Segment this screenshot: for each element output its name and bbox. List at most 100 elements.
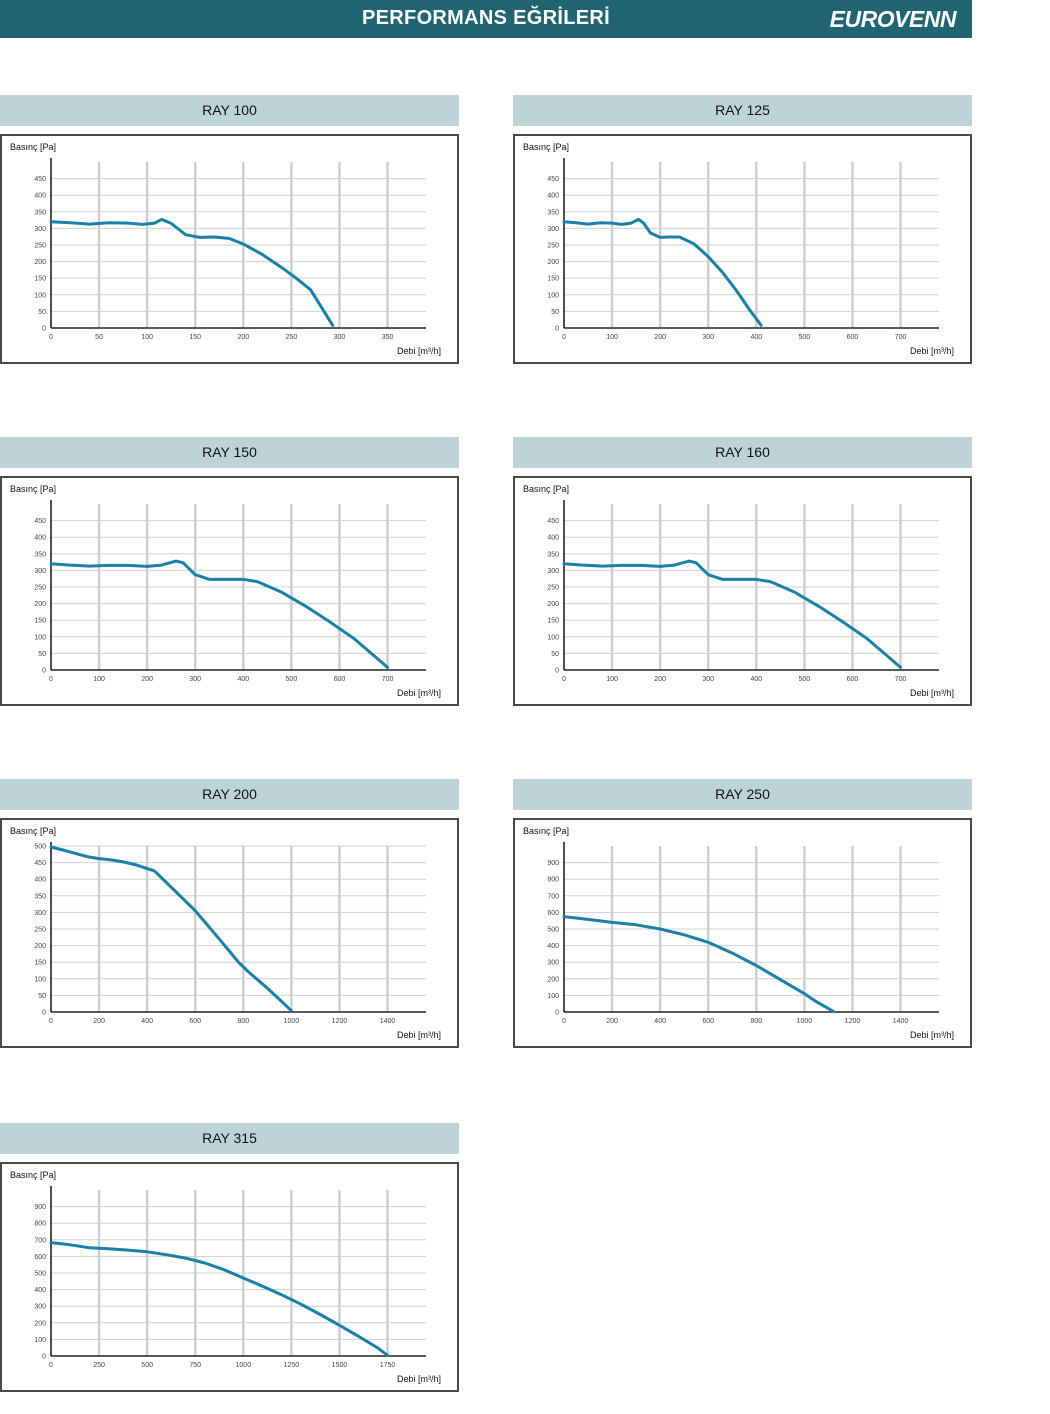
- x-axis-label: Debi [m³/h]: [396, 1374, 441, 1384]
- y-tick-label: 200: [547, 601, 559, 608]
- y-tick-label: 150: [547, 618, 559, 625]
- x-tick-label: 500: [799, 334, 811, 341]
- y-tick-label: 250: [34, 243, 46, 250]
- eurovenn-logo: EUROVENN: [829, 6, 957, 32]
- x-tick-label: 350: [382, 334, 394, 341]
- y-tick-label: 50: [38, 993, 46, 1000]
- y-tick-label: 0: [42, 668, 46, 675]
- y-tick-label: 150: [547, 276, 559, 283]
- x-tick-label: 400: [750, 676, 762, 683]
- y-tick-label: 100: [547, 993, 559, 1000]
- y-tick-label: 250: [547, 585, 559, 592]
- y-tick-label: 250: [34, 585, 46, 592]
- x-tick-label: 0: [562, 1018, 566, 1025]
- y-tick-label: 350: [547, 551, 559, 558]
- x-tick-label: 600: [847, 334, 859, 341]
- x-tick-label: 300: [702, 676, 714, 683]
- x-tick-label: 500: [799, 676, 811, 683]
- x-axis-label: Debi [m³/h]: [396, 1030, 441, 1040]
- x-tick-label: 1500: [332, 1362, 348, 1369]
- x-tick-label: 0: [49, 334, 53, 341]
- x-tick-label: 200: [141, 676, 153, 683]
- performance-chart: 0 100 200 300 400 500 600 700 800 900 0 250 500 750 10…: [34, 1186, 426, 1369]
- chart-panel-ray-160: RAY 160 Basınç [Pa] 0 50 100 150 200 250 300 35…: [513, 437, 972, 706]
- y-tick-label: 400: [34, 193, 46, 200]
- y-tick-label: 100: [34, 634, 46, 641]
- y-tick-label: 350: [34, 893, 46, 900]
- chart-frame: Basınç [Pa] 0 100 200 300 400 500 600 700 800 900…: [513, 818, 972, 1048]
- y-tick-label: 700: [34, 1237, 46, 1244]
- y-tick-label: 300: [34, 226, 46, 233]
- x-tick-label: 100: [93, 676, 105, 683]
- y-tick-label: 200: [34, 943, 46, 950]
- y-tick-label: 450: [34, 518, 46, 525]
- y-tick-label: 300: [547, 960, 559, 967]
- y-tick-label: 200: [547, 259, 559, 266]
- chart-frame: Basınç [Pa] 0 50 100 150 200 250 300 350 400 450 0…: [0, 476, 459, 706]
- y-tick-label: 400: [34, 1287, 46, 1294]
- y-tick-label: 200: [547, 976, 559, 983]
- x-tick-label: 1000: [284, 1018, 300, 1025]
- x-tick-label: 1000: [797, 1018, 813, 1025]
- y-tick-label: 400: [34, 877, 46, 884]
- y-tick-label: 50: [551, 651, 559, 658]
- chart-frame: Basınç [Pa] 0 50 100 150 200 250 300 350 400 450 5…: [0, 818, 459, 1048]
- y-tick-label: 250: [34, 927, 46, 934]
- x-tick-label: 1000: [236, 1362, 252, 1369]
- x-tick-label: 600: [847, 676, 859, 683]
- x-tick-label: 800: [237, 1018, 249, 1025]
- y-tick-label: 500: [34, 1271, 46, 1278]
- x-tick-label: 200: [237, 334, 249, 341]
- y-axis-label: Basınç [Pa]: [10, 484, 57, 494]
- chart-frame: Basınç [Pa] 0 50 100 150 200 250 300 350 400 450 0…: [513, 476, 972, 706]
- x-tick-label: 250: [286, 334, 298, 341]
- x-axis-label: Debi [m³/h]: [909, 688, 954, 698]
- y-tick-label: 200: [34, 601, 46, 608]
- y-tick-label: 900: [34, 1204, 46, 1211]
- chart-panel-ray-250: RAY 250 Basınç [Pa] 0 100 200 300 400 500 600 7…: [513, 779, 972, 1048]
- y-tick-label: 350: [34, 551, 46, 558]
- y-axis-label: Basınç [Pa]: [10, 1170, 57, 1180]
- y-tick-label: 300: [34, 1304, 46, 1311]
- x-tick-label: 700: [895, 676, 907, 683]
- x-axis-label: Debi [m³/h]: [909, 1030, 954, 1040]
- x-tick-label: 150: [189, 334, 201, 341]
- x-tick-label: 500: [141, 1362, 153, 1369]
- x-tick-label: 1200: [845, 1018, 861, 1025]
- y-tick-label: 450: [547, 518, 559, 525]
- y-tick-label: 700: [547, 893, 559, 900]
- y-axis-label: Basınç [Pa]: [10, 142, 57, 152]
- x-tick-label: 200: [654, 334, 666, 341]
- y-tick-label: 50: [38, 309, 46, 316]
- y-tick-label: 200: [34, 259, 46, 266]
- y-tick-label: 0: [42, 1010, 46, 1017]
- y-tick-label: 0: [42, 326, 46, 333]
- y-tick-label: 100: [547, 634, 559, 641]
- y-tick-label: 400: [547, 193, 559, 200]
- y-tick-label: 350: [547, 209, 559, 216]
- performance-curve: [562, 559, 902, 669]
- x-tick-label: 0: [49, 1362, 53, 1369]
- y-tick-label: 150: [34, 276, 46, 283]
- y-tick-label: 400: [547, 943, 559, 950]
- x-tick-label: 300: [702, 334, 714, 341]
- x-tick-label: 400: [654, 1018, 666, 1025]
- chart-title: RAY 200: [0, 779, 459, 810]
- performance-chart: 0 50 100 150 200 250 300 350 400 450 0 100 200 300 400…: [34, 500, 426, 683]
- chart-panel-ray-315: RAY 315 Basınç [Pa] 0 100 200 300 400 500 600 7…: [0, 1123, 459, 1392]
- performance-curve: [562, 217, 763, 327]
- x-tick-label: 750: [189, 1362, 201, 1369]
- chart-title: RAY 315: [0, 1123, 459, 1154]
- y-tick-label: 300: [34, 568, 46, 575]
- x-tick-label: 800: [750, 1018, 762, 1025]
- x-tick-label: 1250: [284, 1362, 300, 1369]
- chart-frame: Basınç [Pa] 0 50 100 150 200 250 300 350 400 450 0…: [513, 134, 972, 364]
- y-tick-label: 450: [34, 176, 46, 183]
- x-tick-label: 200: [93, 1018, 105, 1025]
- x-tick-label: 0: [562, 334, 566, 341]
- y-tick-label: 300: [547, 568, 559, 575]
- x-tick-label: 200: [606, 1018, 618, 1025]
- y-tick-label: 50: [38, 651, 46, 658]
- y-tick-label: 500: [34, 844, 46, 851]
- y-tick-label: 450: [547, 176, 559, 183]
